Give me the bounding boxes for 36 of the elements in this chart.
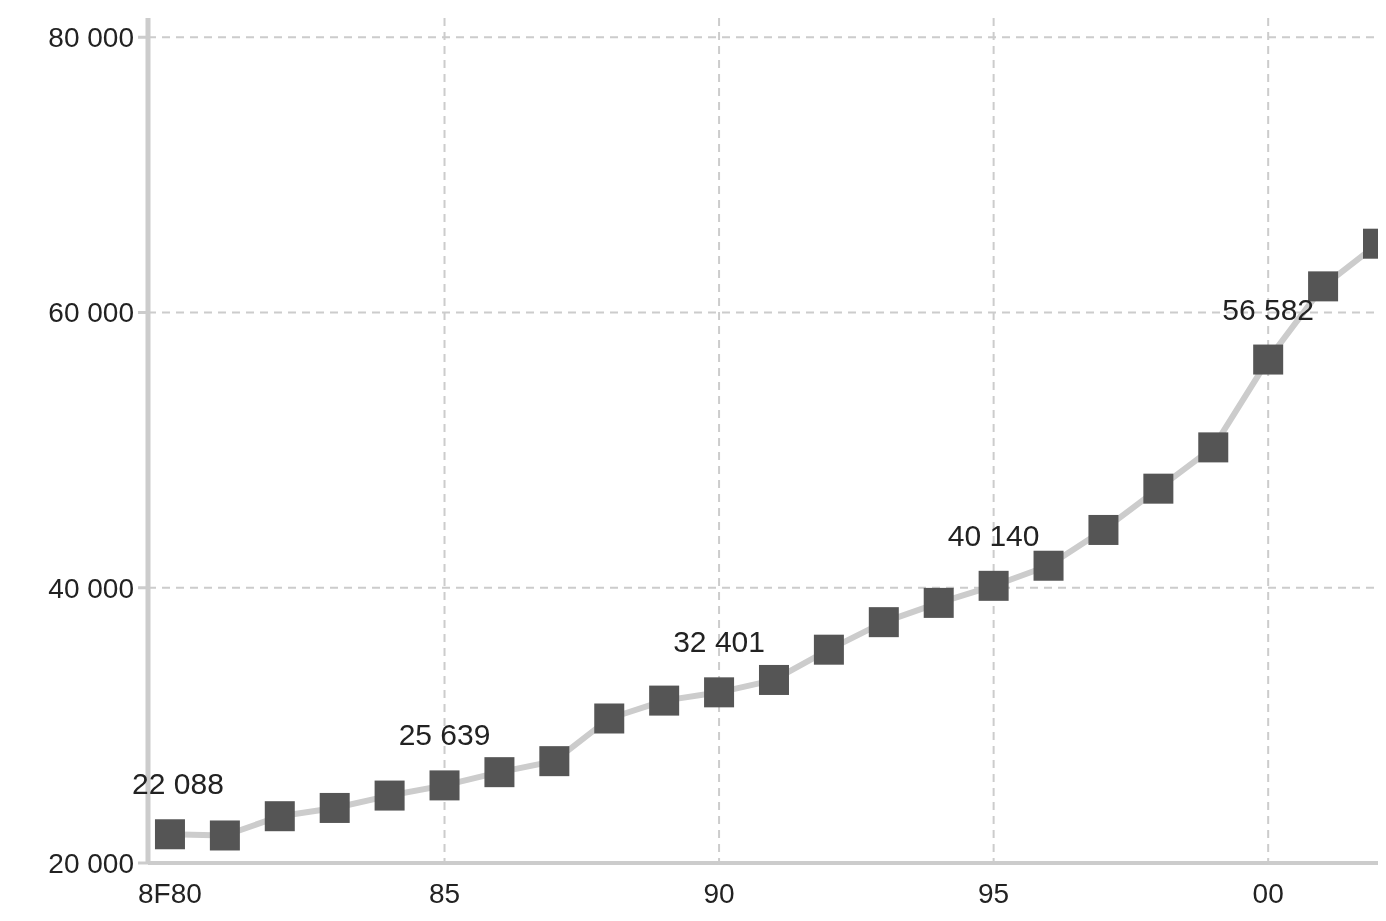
point (539, 746, 570, 777)
point (429, 770, 460, 801)
point (1088, 514, 1119, 545)
x-tick-label: 95 (978, 878, 1010, 909)
point (649, 685, 680, 716)
x-tick-label: 00 (1252, 878, 1284, 909)
y-tick-label: 60 000 (48, 297, 134, 329)
y-tick-label: 20 000 (48, 847, 134, 879)
y-tick-label: 80 000 (48, 22, 134, 54)
data-label: 56 582 (1222, 292, 1315, 326)
point (758, 664, 789, 695)
point (868, 607, 899, 638)
x-tick-label: 85 (428, 878, 461, 909)
point (923, 587, 954, 618)
point (209, 820, 240, 851)
x-tick-label: 90 (703, 878, 735, 909)
data-label: 22 088 (132, 767, 224, 801)
point (704, 677, 735, 708)
point (264, 801, 295, 832)
data-label: 32 401 (673, 625, 765, 659)
point (484, 757, 515, 788)
data-label: 40 140 (947, 518, 1040, 552)
point (1143, 473, 1174, 504)
point (1033, 550, 1064, 581)
point (1198, 432, 1229, 463)
point (374, 780, 405, 811)
point (813, 634, 844, 665)
point (1253, 344, 1284, 375)
data-label: 25 639 (398, 718, 491, 752)
x-tick-label: 8F80 (138, 878, 202, 909)
y-tick-label: 40 000 (48, 572, 134, 604)
point (319, 792, 350, 823)
point (594, 703, 625, 734)
point (978, 570, 1009, 601)
point (1308, 271, 1339, 302)
point (154, 819, 185, 850)
